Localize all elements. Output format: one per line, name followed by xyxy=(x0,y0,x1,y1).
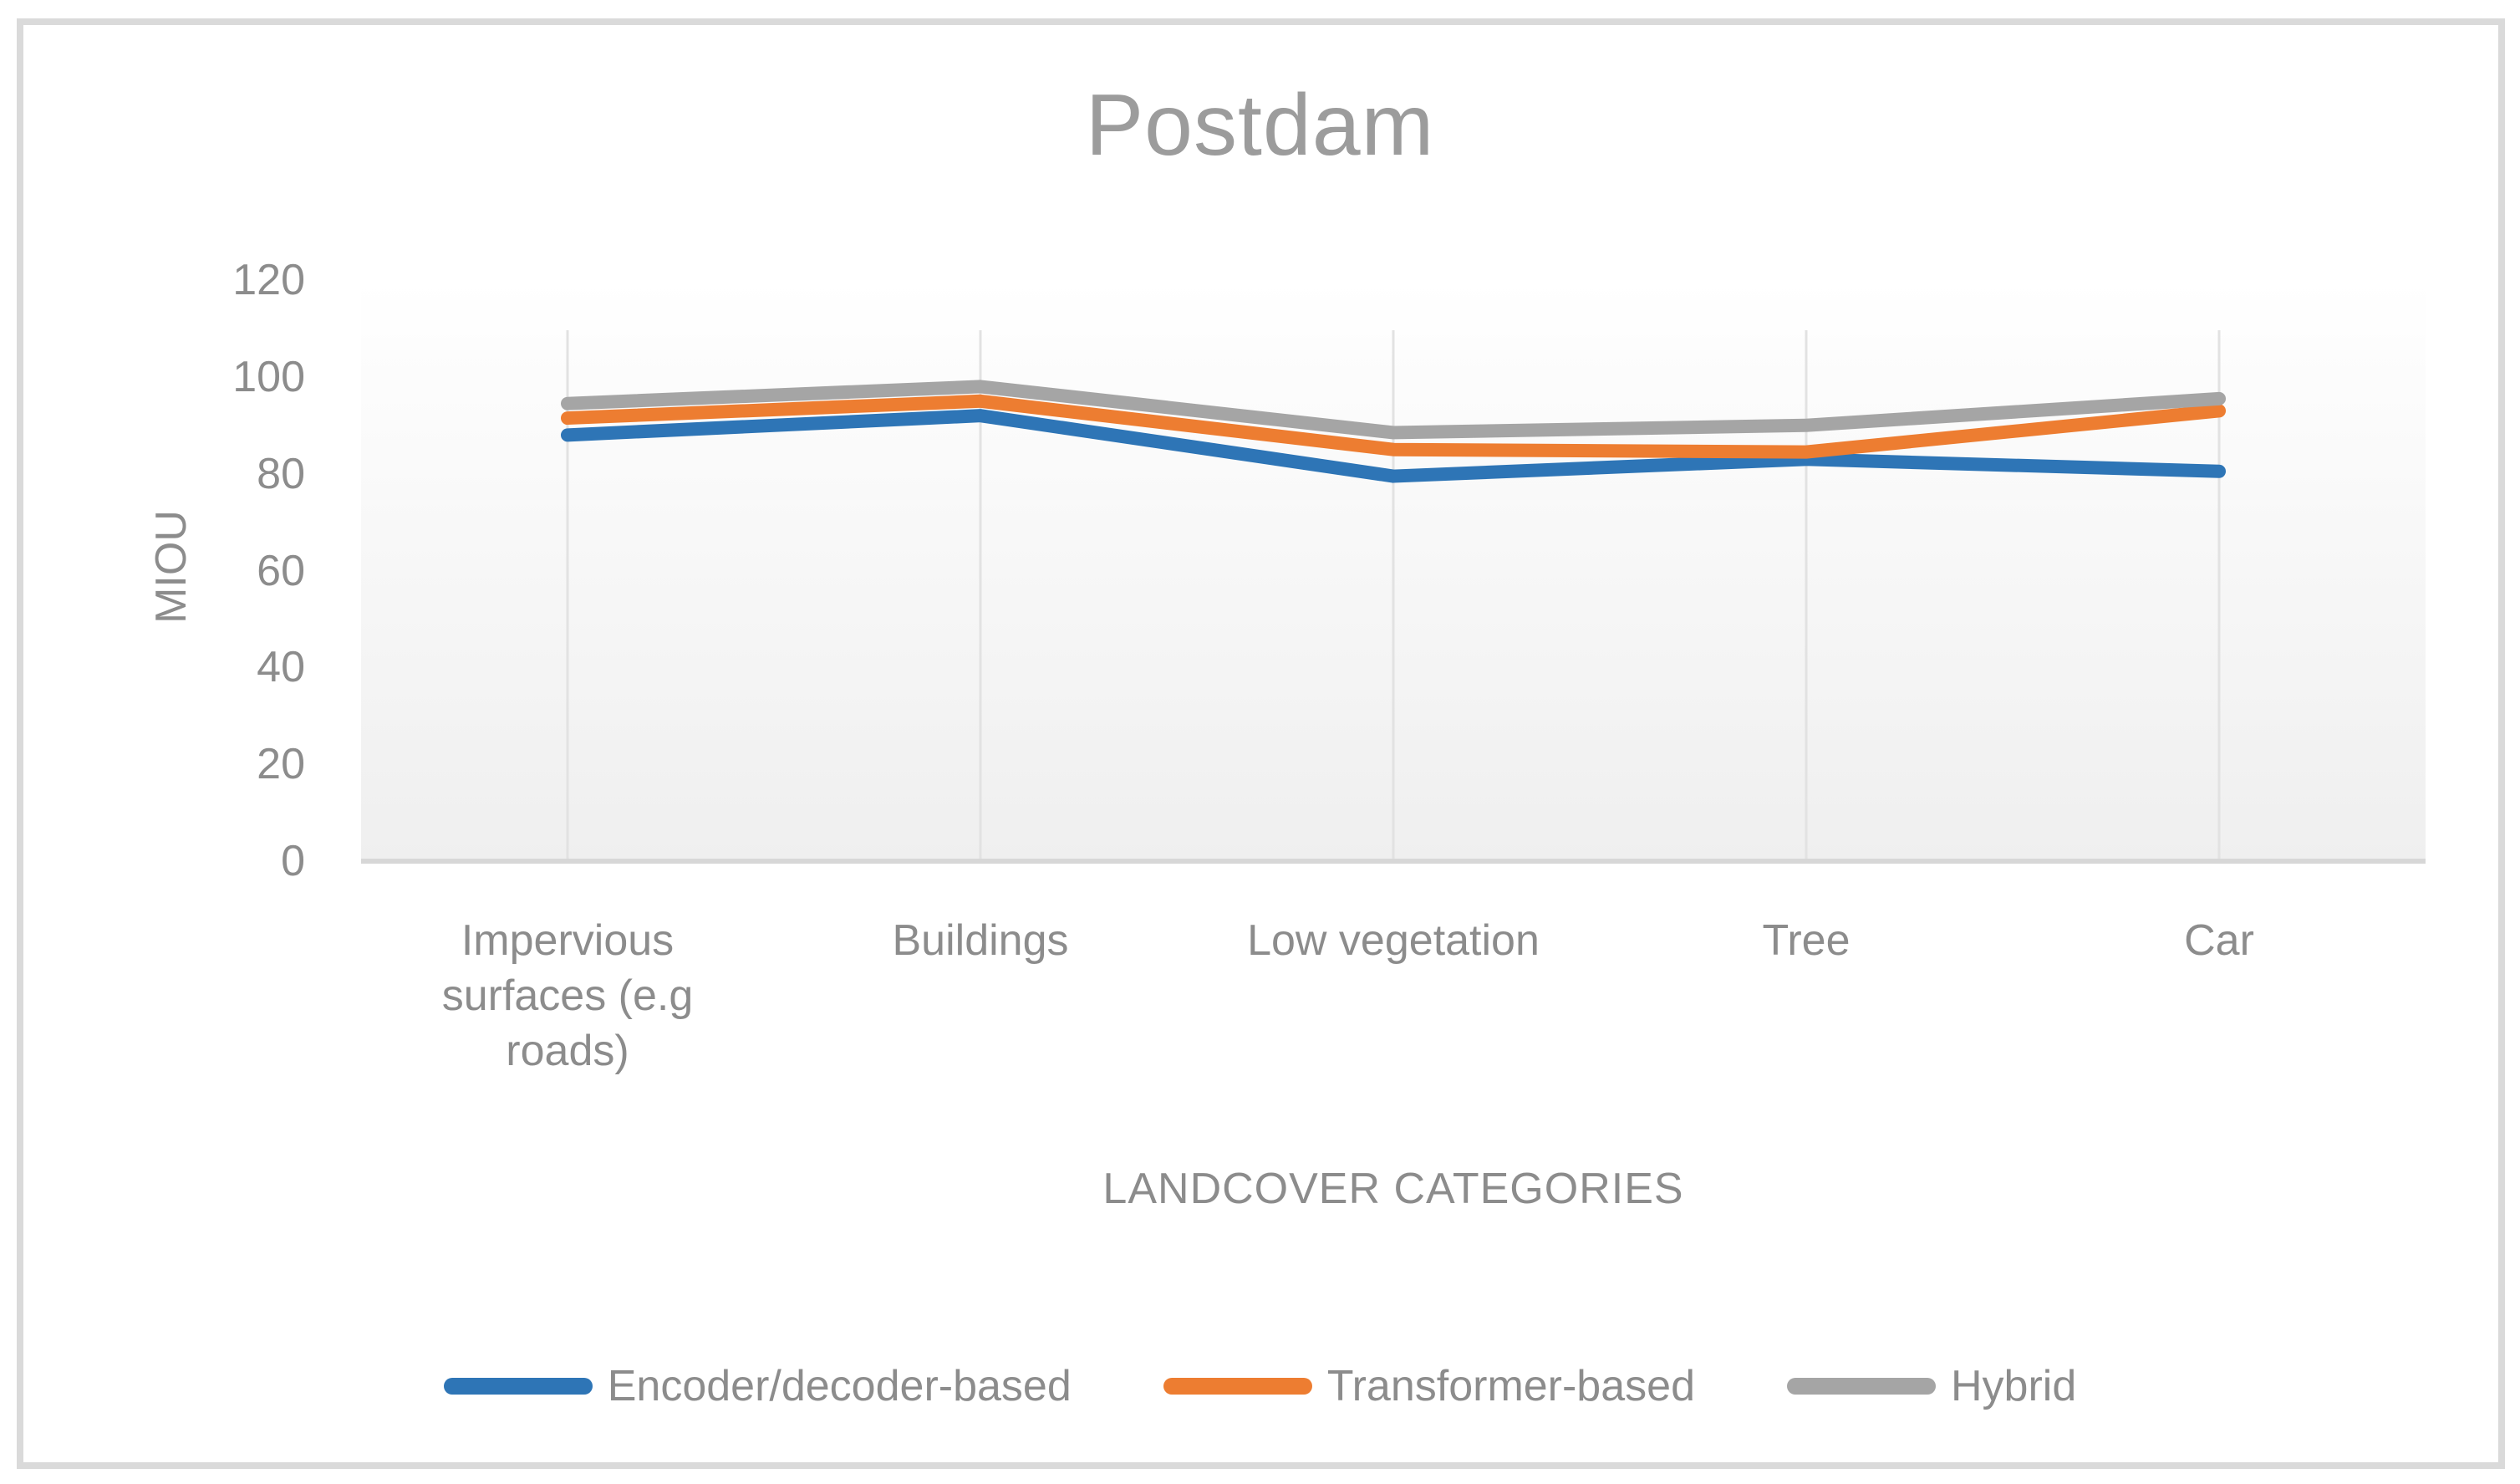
legend-label: Encoder/decoder-based xyxy=(607,1362,1072,1410)
category-label-line: roads) xyxy=(506,1027,629,1075)
category-label: Tree xyxy=(1597,913,2015,968)
category-label: Impervious surfaces (e.g roads) xyxy=(359,913,776,1079)
y-tick-label: 120 xyxy=(232,256,305,304)
legend-swatch xyxy=(1787,1378,1936,1395)
category-label-line: surfaces (e.g xyxy=(441,971,694,1020)
category-label: Low vegetation xyxy=(1184,913,1602,968)
legend-item: Hybrid xyxy=(1787,1361,2076,1411)
series-line-transformer-based xyxy=(561,394,2226,459)
y-tick-label: 80 xyxy=(257,449,305,498)
chart-title: Postdam xyxy=(1085,77,1435,174)
series-line-hybrid xyxy=(561,380,2226,440)
y-tick-label: 60 xyxy=(257,546,305,595)
chart-border xyxy=(17,18,2505,1469)
y-tick-label: 20 xyxy=(257,740,305,789)
category-label-line: Buildings xyxy=(892,916,1069,965)
category-label-line: Impervious xyxy=(461,916,675,965)
legend-swatch xyxy=(443,1378,593,1395)
x-axis-title: LANDCOVER CATEGORIES xyxy=(1102,1165,1684,1213)
category-label: Buildings xyxy=(771,913,1189,968)
y-tick-label: 0 xyxy=(281,837,305,885)
category-label-line: Tree xyxy=(1762,916,1851,965)
y-tick-label: 40 xyxy=(257,643,305,692)
legend-item: Transformer-based xyxy=(1163,1361,1695,1411)
legend-label: Hybrid xyxy=(1951,1362,2077,1410)
y-tick-label: 100 xyxy=(232,352,305,401)
legend-label: Transformer-based xyxy=(1326,1362,1695,1410)
legend-swatch xyxy=(1163,1378,1312,1395)
series-line-encoder-decoder-based xyxy=(561,409,2226,483)
legend: Encoder/decoder-based Transformer-based Hy… xyxy=(0,1356,2520,1416)
category-label-line: Car xyxy=(2184,916,2254,965)
category-label: Car xyxy=(2010,913,2428,968)
legend-item: Encoder/decoder-based xyxy=(443,1361,1072,1411)
category-label-line: Low vegetation xyxy=(1247,916,1540,965)
